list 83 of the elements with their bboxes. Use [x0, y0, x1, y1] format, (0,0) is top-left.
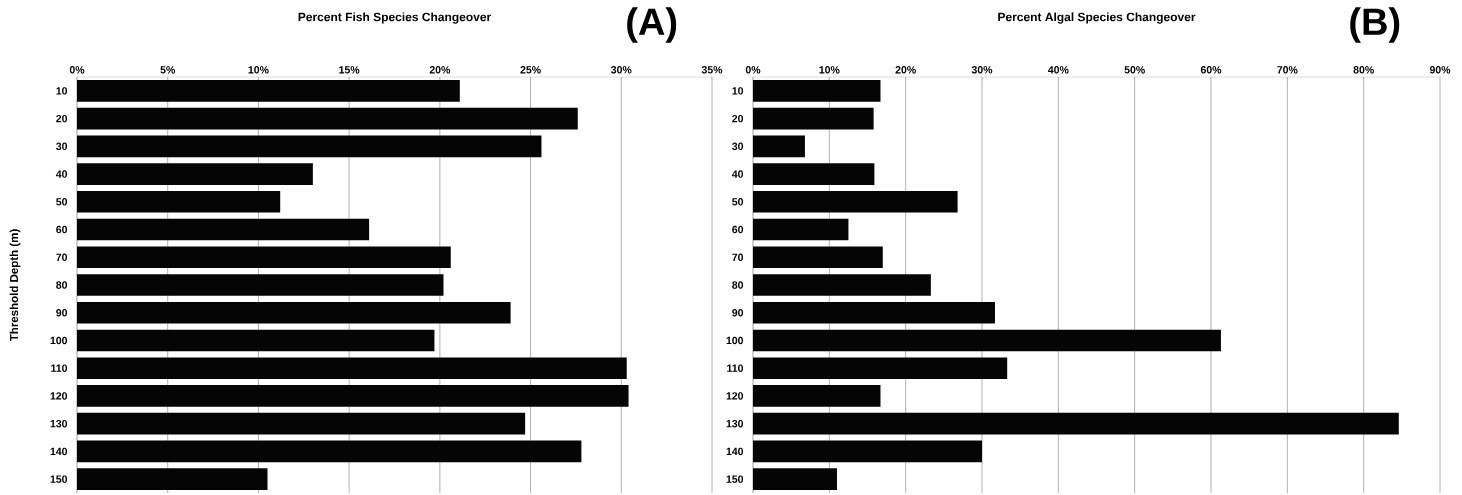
bar: [753, 218, 849, 241]
bar: [77, 440, 582, 463]
bar: [753, 246, 883, 269]
y-tick-label: 60: [732, 225, 744, 234]
y-tick-label: 110: [727, 364, 744, 372]
bar: [753, 440, 983, 463]
y-tick-label: 60: [56, 225, 68, 234]
y-tick-label: 150: [50, 475, 68, 483]
y-tick-label: 70: [56, 253, 68, 261]
y-tick-label: 80: [732, 281, 744, 289]
bar: [77, 385, 629, 407]
bar: [753, 135, 805, 158]
y-tick-label: 30: [56, 142, 68, 151]
x-tick-label: 10%: [819, 66, 840, 74]
y-tick-label: 100: [50, 336, 68, 345]
bar: [77, 163, 313, 185]
bar: [753, 329, 1221, 352]
bar: [753, 468, 837, 490]
bar: [753, 274, 931, 296]
x-tick-label: 60%: [1200, 66, 1222, 74]
y-tick-label: 40: [731, 170, 744, 178]
y-tick-label: 20: [732, 114, 744, 123]
x-tick-label: 10%: [248, 66, 269, 74]
bar: [77, 357, 627, 380]
x-tick-label: 80%: [1353, 66, 1374, 74]
x-tick-label: 70%: [1277, 66, 1298, 74]
y-tick-label: 150: [726, 475, 744, 483]
y-tick-label: 10: [732, 87, 744, 95]
bar: [753, 107, 874, 130]
bar: [77, 80, 460, 102]
bar: [753, 80, 881, 102]
x-tick-label: 30%: [971, 66, 993, 74]
y-tick-label: 100: [726, 336, 744, 345]
bar: [77, 246, 451, 269]
x-tick-label: 5%: [160, 66, 176, 74]
x-tick-label: 0%: [745, 66, 761, 74]
y-tick-label: 130: [726, 419, 744, 428]
chart-title: Percent Fish Species Changeover: [298, 12, 492, 24]
text: (A): [627, 7, 677, 43]
y-tick-label: 10: [56, 87, 68, 95]
bar: [77, 107, 578, 130]
bar: [753, 385, 881, 407]
x-tick-label: 0%: [69, 66, 85, 74]
y-tick-label: 50: [732, 198, 744, 206]
y-tick-label: 80: [56, 281, 68, 289]
bar: [77, 274, 444, 296]
bar: [77, 329, 435, 352]
y-axis-title: Threshold Depth (m): [9, 229, 21, 342]
y-tick-label: 130: [50, 419, 68, 428]
y-tick-label: 50: [56, 198, 68, 206]
y-tick-label: 20: [56, 114, 68, 123]
y-tick-label: 30: [732, 142, 744, 151]
bar: [77, 190, 281, 213]
bar: [77, 412, 526, 435]
x-tick-label: 15%: [339, 66, 360, 74]
x-tick-label: 30%: [611, 66, 632, 74]
bar: [77, 468, 268, 490]
chart-title: Percent Algal Species Changeover: [998, 12, 1196, 24]
x-tick-label: 20%: [429, 66, 451, 74]
text: (B): [1350, 7, 1400, 43]
x-tick-label: 90%: [1429, 66, 1451, 74]
x-tick-label: 35%: [701, 66, 723, 74]
y-tick-label: 110: [51, 364, 68, 372]
bar: [753, 301, 995, 324]
bar: [77, 301, 511, 324]
y-tick-label: 140: [726, 447, 744, 456]
y-tick-label: 120: [50, 392, 68, 400]
bar: [753, 412, 1399, 435]
x-tick-label: 20%: [895, 66, 916, 74]
y-tick-label: 120: [726, 392, 744, 400]
y-tick-label: 90: [56, 309, 68, 317]
y-tick-label: 140: [50, 447, 68, 456]
x-tick-label: 25%: [520, 66, 541, 74]
x-tick-label: 50%: [1124, 66, 1145, 74]
x-tick-label: 40%: [1047, 66, 1069, 74]
bar: [753, 190, 958, 213]
y-tick-label: 90: [732, 309, 744, 317]
bar: [753, 357, 1008, 380]
y-tick-label: 40: [55, 170, 68, 178]
bar: [77, 218, 370, 241]
y-tick-label: 70: [732, 253, 744, 261]
bar: [77, 135, 542, 158]
bar: [753, 163, 875, 185]
